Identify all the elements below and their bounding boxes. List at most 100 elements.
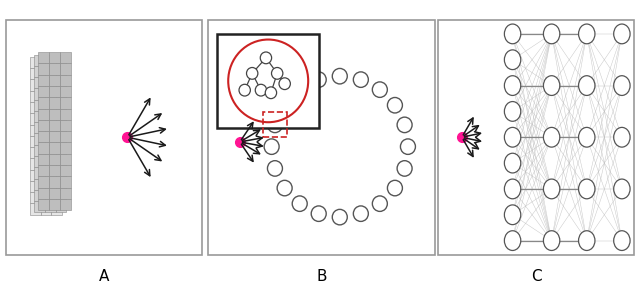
Bar [60,176,70,188]
Circle shape [239,84,250,96]
Circle shape [504,127,521,147]
Bar [40,136,51,147]
Bar [56,55,67,66]
Bar [30,203,40,215]
Circle shape [311,72,326,87]
Bar [40,203,51,215]
Bar [40,181,51,192]
Bar [38,131,49,142]
Circle shape [614,179,630,199]
Bar [40,102,51,113]
Bar [40,147,51,158]
Bar [51,57,62,68]
Circle shape [614,231,630,250]
Bar [51,158,62,170]
Circle shape [277,180,292,196]
Bar [34,122,45,134]
Bar [51,136,62,147]
Bar [45,179,56,190]
Bar [60,120,70,131]
Circle shape [264,139,279,155]
Bar [45,201,56,213]
Bar [34,190,45,201]
Text: B: B [316,269,327,283]
Circle shape [279,78,291,90]
Bar [34,179,45,190]
Circle shape [614,24,630,44]
Bar [30,158,40,170]
Bar [30,113,40,125]
Circle shape [246,67,258,79]
Bar [40,80,51,91]
Bar [30,147,40,158]
Circle shape [543,76,560,95]
Bar [60,63,70,75]
Bar [56,77,67,88]
Bar [45,66,56,77]
Bar [38,52,49,63]
Bar [56,88,67,100]
Bar [38,154,49,165]
Bar [34,77,45,88]
Bar [49,97,60,109]
Bar [30,136,40,147]
Circle shape [579,127,595,147]
Circle shape [504,102,521,121]
Bar [45,100,56,111]
Circle shape [372,82,387,97]
Bar [51,102,62,113]
Bar [49,52,60,63]
Circle shape [504,153,521,173]
Circle shape [397,117,412,133]
Bar [30,102,40,113]
Bar [49,120,60,131]
Bar [56,179,67,190]
Bar [51,125,62,136]
Bar [60,165,70,176]
Bar [45,145,56,156]
Text: A: A [99,269,109,283]
Bar [51,80,62,91]
Bar [51,113,62,125]
Circle shape [311,206,326,221]
Circle shape [292,196,307,211]
Bar [49,176,60,188]
Bar [51,91,62,102]
Circle shape [255,84,267,96]
Circle shape [397,161,412,176]
Circle shape [504,205,521,225]
Bar [51,147,62,158]
Circle shape [387,180,403,196]
Bar [45,156,56,167]
Bar [38,120,49,131]
Bar [40,91,51,102]
Circle shape [504,24,521,44]
Bar [49,142,60,154]
Bar [56,145,67,156]
Bar [34,167,45,179]
Bar [51,192,62,203]
Bar [40,125,51,136]
Bar [60,154,70,165]
Circle shape [504,50,521,70]
Bar [34,55,45,66]
Bar [34,66,45,77]
Bar [60,97,70,109]
Text: C: C [531,269,541,283]
Bar [45,111,56,122]
Bar [38,188,49,199]
Bar [40,192,51,203]
Bar [34,134,45,145]
Bar [38,165,49,176]
Bar [56,190,67,201]
Bar [45,88,56,100]
Circle shape [353,206,369,221]
Bar [60,52,70,63]
Bar [40,170,51,181]
Circle shape [504,179,521,199]
Bar [40,158,51,170]
Bar [34,111,45,122]
Circle shape [265,87,276,98]
Circle shape [579,76,595,95]
Bar [49,86,60,97]
